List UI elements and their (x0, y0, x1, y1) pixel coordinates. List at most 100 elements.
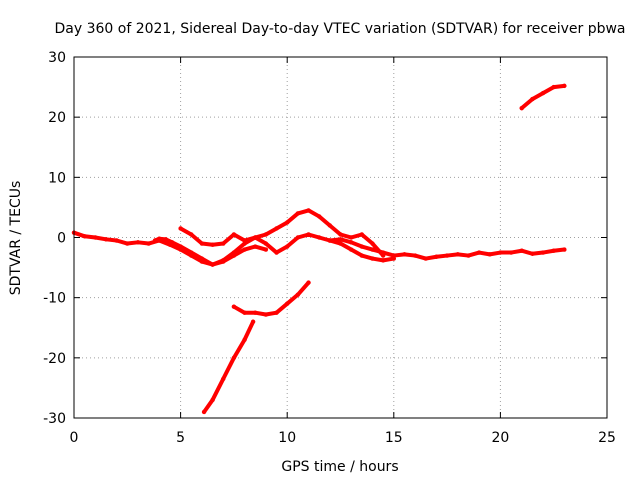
data-point (93, 235, 98, 240)
series-segment-6 (201, 319, 256, 415)
data-point (210, 262, 215, 267)
data-point (285, 244, 290, 249)
data-point (163, 237, 168, 242)
data-point (263, 232, 269, 237)
data-point (221, 259, 226, 264)
data-point (391, 253, 396, 258)
data-point (359, 244, 365, 249)
data-point (348, 247, 354, 252)
y-axis-label: SDTVAR / TECUs (8, 181, 24, 296)
data-point (231, 232, 237, 237)
data-point (402, 252, 407, 257)
data-point (157, 236, 162, 241)
data-point (370, 247, 375, 252)
data-point (253, 244, 258, 249)
data-point (530, 251, 535, 256)
data-point (348, 235, 354, 240)
x-tick-label: 5 (176, 430, 185, 446)
axis-ticks: 0 5 10 15 20 25 -30 -20 -10 0 10 20 30 (43, 50, 616, 446)
data-point (231, 355, 237, 361)
y-tick-label: 10 (48, 170, 66, 186)
series-line (231, 280, 311, 317)
data-point (242, 310, 247, 315)
x-tick-label: 20 (491, 430, 509, 446)
data-point (306, 280, 311, 285)
data-point (338, 232, 343, 237)
y-tick-label: -30 (43, 411, 66, 427)
data-point (316, 214, 322, 219)
data-point (242, 241, 247, 246)
data-point (519, 105, 524, 111)
data-point (125, 241, 130, 246)
data-point (199, 241, 205, 246)
data-point (189, 232, 194, 237)
data-point (285, 220, 290, 225)
data-point (201, 409, 207, 415)
x-tick-label: 15 (385, 430, 403, 446)
data-point (551, 248, 556, 253)
plot-frame (73, 56, 608, 419)
data-point (210, 242, 215, 247)
data-point (306, 232, 311, 237)
data-point (231, 304, 237, 309)
data-point (540, 250, 546, 255)
series-segment-1 (71, 230, 567, 267)
data-point (370, 241, 375, 246)
y-tick-label: -20 (43, 351, 66, 367)
data-point (242, 337, 247, 342)
data-point (146, 241, 151, 246)
data-point (221, 241, 226, 246)
data-point (263, 247, 269, 252)
data-point (242, 238, 247, 243)
data-point (242, 247, 247, 252)
data-point (306, 208, 311, 213)
series-segment-2 (152, 236, 269, 267)
data-point (380, 253, 386, 258)
data-point (103, 237, 109, 242)
data-point (466, 253, 471, 258)
data-series (71, 83, 567, 415)
x-tick-label: 25 (598, 430, 616, 446)
data-point (444, 253, 450, 258)
data-point (327, 238, 333, 243)
chart-title: Day 360 of 2021, Sidereal Day-to-day VTE… (54, 21, 625, 37)
data-point (189, 250, 194, 255)
data-point (338, 241, 343, 246)
data-point (263, 312, 269, 317)
y-tick-label: -10 (43, 291, 66, 307)
data-point (380, 258, 386, 263)
data-point (391, 256, 396, 261)
series-segment-7 (519, 83, 567, 111)
data-point (274, 250, 279, 255)
data-point (540, 90, 546, 96)
data-point (210, 397, 215, 403)
series-segment-4 (327, 238, 396, 263)
data-point (82, 234, 87, 239)
data-point (178, 244, 183, 249)
data-point (551, 84, 556, 90)
data-point (455, 252, 460, 257)
data-point (487, 252, 492, 257)
data-point (423, 256, 428, 261)
series-line (202, 319, 256, 414)
data-point (295, 235, 301, 240)
x-tick-label: 0 (70, 430, 79, 446)
data-point (178, 226, 183, 231)
data-point (295, 292, 301, 297)
data-point (359, 253, 365, 258)
data-point (274, 310, 279, 315)
data-point (412, 253, 418, 258)
data-point (519, 248, 524, 253)
data-point (253, 235, 258, 240)
data-point (434, 254, 439, 259)
data-point (327, 223, 333, 228)
data-point (476, 250, 482, 255)
data-point (253, 310, 258, 315)
data-point (498, 250, 503, 255)
data-point (285, 301, 290, 306)
data-point (562, 83, 567, 89)
data-point (316, 235, 322, 240)
x-tick-label: 10 (278, 430, 296, 446)
data-point (114, 238, 119, 243)
y-tick-label: 30 (48, 50, 66, 66)
